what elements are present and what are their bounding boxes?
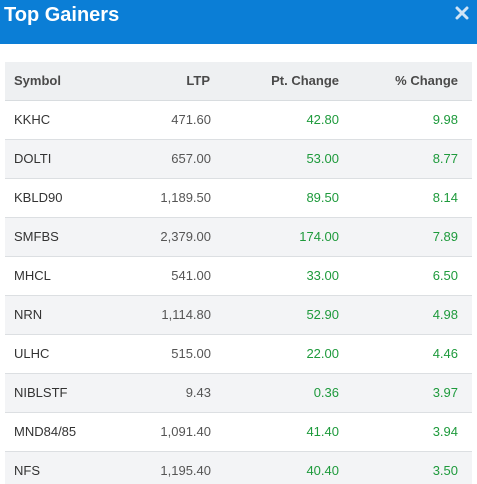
pct-change-cell: 8.14 [432, 190, 458, 205]
pt-change-cell: 40.40 [306, 463, 339, 478]
table-row[interactable]: SMFBS 2,379.00 174.00 7.89 [5, 217, 472, 256]
pct-change-cell: 3.94 [432, 424, 458, 439]
table-row[interactable]: DOLTI 657.00 53.00 8.77 [5, 139, 472, 178]
ltp-cell: 1,189.50 [160, 190, 211, 205]
table-row[interactable]: MND84/85 1,091.40 41.40 3.94 [5, 412, 472, 451]
pct-change-cell: 8.77 [432, 151, 458, 166]
column-header-ltp[interactable]: LTP [127, 62, 224, 101]
pt-change-cell: 89.50 [306, 190, 339, 205]
symbol-cell: NFS [14, 463, 40, 478]
pt-change-cell: 22.00 [306, 346, 339, 361]
pt-change-cell: 53.00 [306, 151, 339, 166]
table-row[interactable]: NRN 1,114.80 52.90 4.98 [5, 295, 472, 334]
pt-change-cell: 52.90 [306, 307, 339, 322]
gainers-table-container: Symbol LTP Pt. Change % Change KKHC 471.… [5, 62, 472, 484]
pct-change-cell: 4.98 [432, 307, 458, 322]
modal-title: Top Gainers [4, 4, 120, 26]
close-icon[interactable] [455, 6, 469, 20]
symbol-cell: SMFBS [14, 229, 59, 244]
pt-change-cell: 41.40 [306, 424, 339, 439]
pct-change-cell: 7.89 [432, 229, 458, 244]
pct-change-cell: 9.98 [432, 112, 458, 127]
ltp-cell: 1,091.40 [160, 424, 211, 439]
table-row[interactable]: MHCL 541.00 33.00 6.50 [5, 256, 472, 295]
ltp-cell: 471.60 [171, 112, 211, 127]
symbol-cell: MND84/85 [14, 424, 77, 439]
ltp-cell: 657.00 [171, 151, 211, 166]
symbol-cell: KBLD90 [14, 190, 63, 205]
ltp-cell: 1,195.40 [160, 463, 211, 478]
symbol-cell: MHCL [14, 268, 51, 283]
table-row[interactable]: NFS 1,195.40 40.40 3.50 [5, 451, 472, 484]
symbol-cell: NRN [14, 307, 43, 322]
pct-change-cell: 3.50 [432, 463, 458, 478]
pct-change-cell: 6.50 [432, 268, 458, 283]
ltp-cell: 9.43 [185, 385, 211, 400]
gainers-table: Symbol LTP Pt. Change % Change KKHC 471.… [5, 62, 472, 484]
pt-change-cell: 174.00 [299, 229, 339, 244]
symbol-cell: NIBLSTF [14, 385, 68, 400]
symbol-cell: KKHC [14, 112, 51, 127]
ltp-cell: 1,114.80 [161, 307, 211, 322]
table-header-row: Symbol LTP Pt. Change % Change [5, 62, 472, 101]
column-header-symbol[interactable]: Symbol [5, 62, 127, 101]
column-header-pct-change[interactable]: % Change [353, 62, 472, 101]
pt-change-cell: 42.80 [306, 112, 339, 127]
ltp-cell: 515.00 [171, 346, 211, 361]
pt-change-cell: 33.00 [306, 268, 339, 283]
pt-change-cell: 0.36 [313, 385, 339, 400]
symbol-cell: ULHC [14, 346, 50, 361]
ltp-cell: 541.00 [171, 268, 211, 283]
table-row[interactable]: KBLD90 1,189.50 89.50 8.14 [5, 178, 472, 217]
ltp-cell: 2,379.00 [160, 229, 211, 244]
table-row[interactable]: NIBLSTF 9.43 0.36 3.97 [5, 373, 472, 412]
table-row[interactable]: KKHC 471.60 42.80 9.98 [5, 100, 472, 139]
column-header-pt-change[interactable]: Pt. Change [224, 62, 353, 101]
symbol-cell: DOLTI [14, 151, 52, 166]
modal-header: Top Gainers [0, 0, 477, 44]
pct-change-cell: 3.97 [432, 385, 458, 400]
pct-change-cell: 4.46 [432, 346, 458, 361]
table-row[interactable]: ULHC 515.00 22.00 4.46 [5, 334, 472, 373]
